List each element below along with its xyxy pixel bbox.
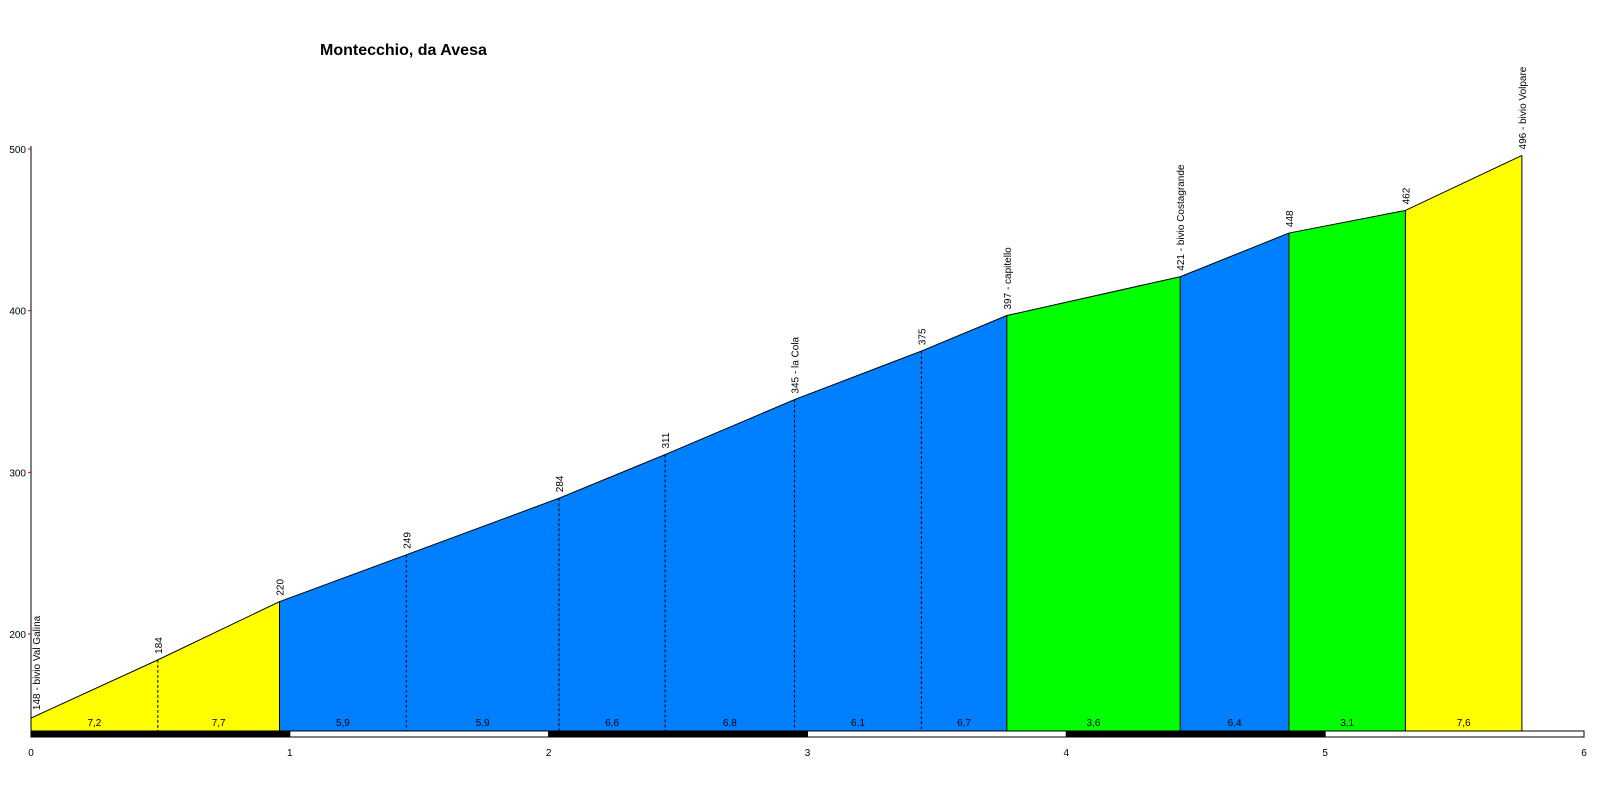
- distance-scale-bar: [30, 730, 1585, 738]
- altitude-label: 345 - la Cola: [791, 336, 802, 393]
- altitude-label: 311: [661, 432, 672, 448]
- altitude-label: 184: [154, 637, 165, 654]
- segment-area: [279, 554, 407, 731]
- gradient-label: 5,9: [336, 718, 350, 729]
- segment-area: [1180, 233, 1289, 732]
- scale-bar-block: [289, 730, 550, 738]
- altitude-label: 249: [402, 532, 413, 549]
- x-tick-label: 0: [28, 748, 34, 759]
- altitude-labels: 148 - bivio Val Galina 184 220 249 284 311 345…: [32, 66, 1529, 710]
- altitude-label: 448: [1285, 210, 1296, 227]
- scale-bar-block: [548, 730, 809, 738]
- gradient-label: 7,6: [1457, 718, 1471, 729]
- scale-bar-block: [807, 730, 1067, 738]
- gradient-label: 6,1: [851, 718, 865, 729]
- segment-dividers: [157, 155, 1523, 731]
- gradient-label: 6,8: [723, 718, 737, 729]
- altitude-label: 421 - bivio Costagrande: [1176, 164, 1187, 271]
- altitude-label: 284: [555, 475, 566, 492]
- segment-area: [665, 399, 795, 731]
- segment-area: [559, 454, 666, 731]
- y-tick-label: 300: [9, 468, 26, 479]
- altitude-label: 375: [917, 328, 928, 345]
- altitude-label: 148 - bivio Val Galina: [32, 615, 43, 710]
- altitude-label: 220: [275, 579, 286, 596]
- x-tick-label: 1: [287, 748, 293, 759]
- segment-area: [31, 659, 158, 731]
- scale-bar-block: [30, 730, 291, 738]
- gradient-label: 6,7: [957, 718, 971, 729]
- scale-bar-block: [1324, 730, 1585, 738]
- y-tick-label: 200: [9, 630, 26, 641]
- gradient-labels: 7,2 7,7 5,9 5,9 6,6 6,8 6,1 6,7 3,6 6,4 3,1 7,6: [87, 718, 1471, 729]
- gradient-label: 7,7: [212, 718, 226, 729]
- segment-area: [406, 498, 560, 731]
- y-tick-label: 400: [9, 307, 26, 318]
- x-tick-label: 4: [1064, 748, 1070, 759]
- segment-area: [794, 351, 922, 731]
- y-tick-label: 500: [9, 145, 26, 156]
- gradient-label: 6,4: [1228, 718, 1242, 729]
- altitude-label: 496 - bivio Volpare: [1518, 66, 1529, 149]
- segment-area: [1006, 276, 1181, 731]
- segment-area: [1405, 155, 1522, 731]
- scale-bar-block: [1065, 730, 1326, 738]
- segment-area: [1288, 210, 1406, 731]
- gradient-label: 7,2: [87, 718, 101, 729]
- segment-area: [157, 601, 280, 731]
- gradient-label: 3,6: [1087, 718, 1101, 729]
- gradient-label: 5,9: [476, 718, 490, 729]
- chart-title: Montecchio, da Avesa: [320, 42, 487, 59]
- x-tick-label: 2: [546, 748, 552, 759]
- gradient-label: 6,6: [605, 718, 619, 729]
- axes: 200 300 400 500 0 1 2 3 4 5 6: [9, 145, 1587, 759]
- altitude-label: 462: [1401, 187, 1412, 204]
- x-tick-label: 5: [1322, 748, 1328, 759]
- gradient-label: 3,1: [1340, 718, 1354, 729]
- profile-areas: [30, 155, 1523, 732]
- segment-area: [921, 315, 1007, 731]
- altitude-label: 397 - capitello: [1003, 247, 1014, 310]
- x-tick-label: 3: [805, 748, 811, 759]
- x-tick-label: 6: [1581, 748, 1587, 759]
